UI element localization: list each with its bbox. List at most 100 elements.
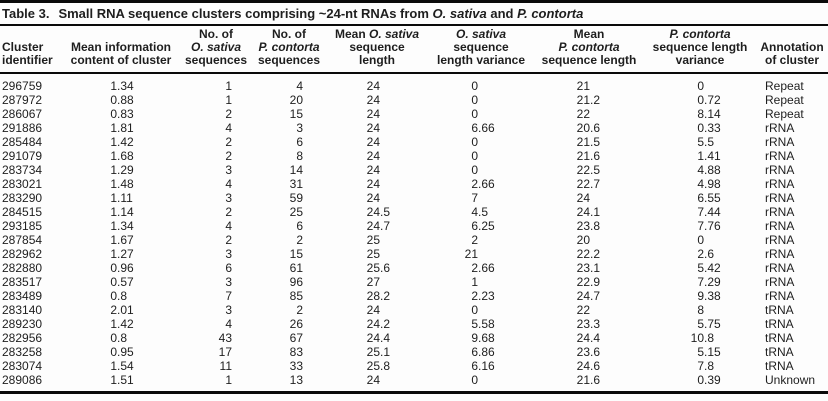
cell-mean-information-content: 1.81 (62, 121, 180, 135)
numeric-value: 2 (225, 205, 232, 219)
numeric-value: 7.8 (697, 359, 715, 373)
cell-osativa-length-variance: 2.66 (428, 177, 534, 191)
col-header-mean-pcontorta-length: Mean P. contorta sequence length (534, 26, 644, 74)
numeric-value: 3 (225, 275, 232, 289)
numeric-value: 20.6 (576, 121, 601, 135)
cell-cluster-identifier: 285484 (2, 135, 43, 149)
table-header: Cluster identifier Mean information cont… (0, 26, 828, 74)
cell-cluster-identifier: 283021 (2, 177, 43, 191)
cell-mean-pcontorta-length: 24 (534, 191, 644, 205)
numeric-value: 27 (366, 275, 380, 289)
numeric-value: 21 (576, 79, 590, 93)
cell-mean-information-content: 0.8 (62, 289, 180, 303)
numeric-value: 24.6 (576, 359, 601, 373)
numeric-value: 5.42 (697, 261, 721, 275)
cell-mean-pcontorta-length: 24.6 (534, 359, 644, 373)
cell-mean-pcontorta-length: 21.2 (534, 93, 644, 107)
cell-osativa-length-variance: 0 (428, 303, 534, 317)
col-header-cluster-identifier: Cluster identifier (0, 26, 62, 74)
cell-mean-pcontorta-length: 22.5 (534, 163, 644, 177)
table-row: 285484 1.42 2 6 24 0 21.5 5.5 rRNA (0, 135, 828, 149)
header-line: P. contorta (258, 40, 320, 54)
cell-cluster-identifier: 282880 (2, 261, 43, 275)
cell-mean-information-content: 1.34 (62, 219, 180, 233)
cell-annotation: rRNA (765, 135, 795, 149)
cell-annotation: rRNA (765, 177, 795, 191)
numeric-value: 0 (471, 79, 478, 93)
cell-pcontorta-length-variance: 4.98 (644, 177, 756, 191)
cell-pcontorta-length-variance: 5.75 (644, 317, 756, 331)
cell-pcontorta-sequence-count: 14 (252, 163, 326, 177)
cell-pcontorta-sequence-count: 2 (252, 233, 326, 247)
numeric-value: 22 (576, 303, 590, 317)
cell-mean-pcontorta-length: 22 (534, 303, 644, 317)
cell-mean-osativa-length: 24.2 (326, 317, 428, 331)
numeric-value: 24 (366, 121, 380, 135)
cell-osativa-length-variance: 6.16 (428, 359, 534, 373)
cell-osativa-sequence-count: 2 (180, 233, 252, 247)
data-table: Cluster identifier Mean information cont… (0, 26, 828, 394)
header-line: sequence length (541, 53, 637, 67)
numeric-value: 5.58 (471, 317, 495, 331)
table-row: 291886 1.81 4 3 24 6.66 20.6 0.33 rRNA (0, 121, 828, 135)
cell-pcontorta-sequence-count: 15 (252, 107, 326, 121)
numeric-value: 9.38 (697, 289, 721, 303)
table-caption: Table 3. Small RNA sequence clusters comp… (0, 0, 828, 26)
header-line: sequence length (652, 40, 748, 54)
numeric-value: 2.23 (471, 289, 495, 303)
cell-mean-information-content: 1.51 (62, 373, 180, 393)
numeric-value: 3 (225, 163, 232, 177)
cell-osativa-length-variance: 0 (428, 163, 534, 177)
cell-pcontorta-length-variance: 0 (644, 233, 756, 247)
numeric-value: 22.9 (576, 275, 601, 289)
cell-cluster-identifier: 296759 (2, 79, 43, 93)
numeric-value: 0.88 (110, 93, 134, 107)
cell-osativa-length-variance: 0 (428, 135, 534, 149)
numeric-value: 22.2 (576, 247, 601, 261)
numeric-value: 20 (289, 93, 303, 107)
header-line: No. of (272, 27, 306, 41)
cell-mean-pcontorta-length: 23.1 (534, 261, 644, 275)
table-row: 283021 1.48 4 31 24 2.66 22.7 4.98 rRNA (0, 177, 828, 191)
cell-mean-osativa-length: 24 (326, 373, 428, 393)
cell-osativa-length-variance: 0 (428, 373, 534, 393)
numeric-value: 31 (289, 177, 303, 191)
cell-osativa-length-variance: 0 (428, 93, 534, 107)
cell-pcontorta-length-variance: 7.44 (644, 205, 756, 219)
numeric-value: 0.33 (697, 121, 721, 135)
numeric-value: 33 (289, 359, 303, 373)
numeric-value: 1.14 (110, 205, 134, 219)
cell-annotation: Repeat (765, 79, 804, 93)
numeric-value: 0 (471, 373, 478, 387)
cell-pcontorta-sequence-count: 20 (252, 93, 326, 107)
cell-cluster-identifier: 283074 (2, 359, 43, 373)
numeric-value: 4.88 (697, 163, 721, 177)
cell-osativa-length-variance: 0 (428, 73, 534, 93)
numeric-value: 2.66 (471, 261, 495, 275)
numeric-value: 8.14 (697, 107, 721, 121)
cell-mean-information-content: 0.8 (62, 331, 180, 345)
numeric-value: 0.57 (110, 275, 134, 289)
numeric-value: 0 (471, 93, 478, 107)
cell-cluster-identifier: 283734 (2, 163, 43, 177)
header-line: of cluster (764, 53, 819, 67)
numeric-value: 0.8 (110, 289, 128, 303)
table-row: 291079 1.68 2 8 24 0 21.6 1.41 rRNA (0, 149, 828, 163)
header-line: O. sativa (455, 27, 507, 41)
numeric-value: 1.34 (110, 219, 134, 233)
header-line: sequence (453, 40, 509, 54)
table-row: 283734 1.29 3 14 24 0 22.5 4.88 rRNA (0, 163, 828, 177)
header-line: variance (675, 53, 725, 67)
cell-mean-osativa-length: 24.4 (326, 331, 428, 345)
numeric-value: 6.16 (471, 359, 495, 373)
table-title-species-1: O. sativa (432, 6, 487, 21)
cell-pcontorta-length-variance: 7.29 (644, 275, 756, 289)
numeric-value: 4 (225, 177, 232, 191)
cell-mean-osativa-length: 24.7 (326, 219, 428, 233)
numeric-value: 1 (225, 373, 232, 387)
cell-mean-information-content: 1.34 (62, 73, 180, 93)
cell-cluster-identifier: 287972 (2, 93, 43, 107)
numeric-value: 5.5 (697, 135, 715, 149)
numeric-value: 0.83 (110, 107, 134, 121)
cell-pcontorta-sequence-count: 6 (252, 219, 326, 233)
